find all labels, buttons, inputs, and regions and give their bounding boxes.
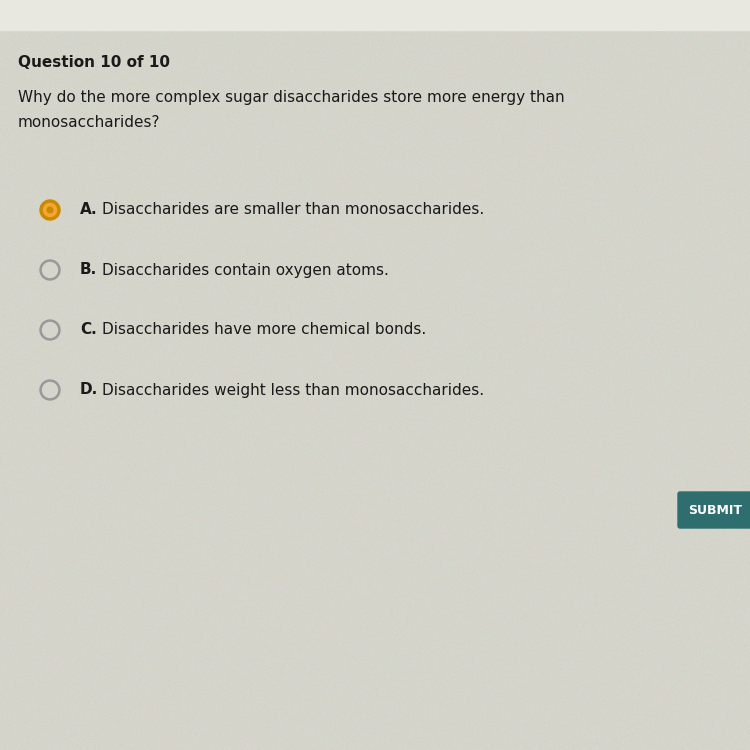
Text: B.: B. xyxy=(80,262,98,278)
Text: D.: D. xyxy=(80,382,98,398)
Text: Disaccharides have more chemical bonds.: Disaccharides have more chemical bonds. xyxy=(102,322,426,338)
FancyBboxPatch shape xyxy=(678,492,750,528)
Text: Disaccharides are smaller than monosaccharides.: Disaccharides are smaller than monosacch… xyxy=(102,202,484,217)
Text: Question 10 of 10: Question 10 of 10 xyxy=(18,55,170,70)
Text: SUBMIT: SUBMIT xyxy=(688,503,742,517)
Circle shape xyxy=(47,207,53,213)
Circle shape xyxy=(40,260,60,280)
Circle shape xyxy=(43,322,58,338)
Bar xyxy=(0,0,750,30)
Circle shape xyxy=(40,200,60,220)
Text: Disaccharides weight less than monosaccharides.: Disaccharides weight less than monosacch… xyxy=(102,382,484,398)
Text: Why do the more complex sugar disaccharides store more energy than: Why do the more complex sugar disacchari… xyxy=(18,90,565,105)
Circle shape xyxy=(43,382,58,398)
Text: A.: A. xyxy=(80,202,98,217)
Circle shape xyxy=(44,203,56,217)
Text: C.: C. xyxy=(80,322,97,338)
Circle shape xyxy=(40,380,60,400)
Text: monosaccharides?: monosaccharides? xyxy=(18,115,160,130)
Circle shape xyxy=(43,262,58,278)
Text: Disaccharides contain oxygen atoms.: Disaccharides contain oxygen atoms. xyxy=(102,262,388,278)
Circle shape xyxy=(40,320,60,340)
